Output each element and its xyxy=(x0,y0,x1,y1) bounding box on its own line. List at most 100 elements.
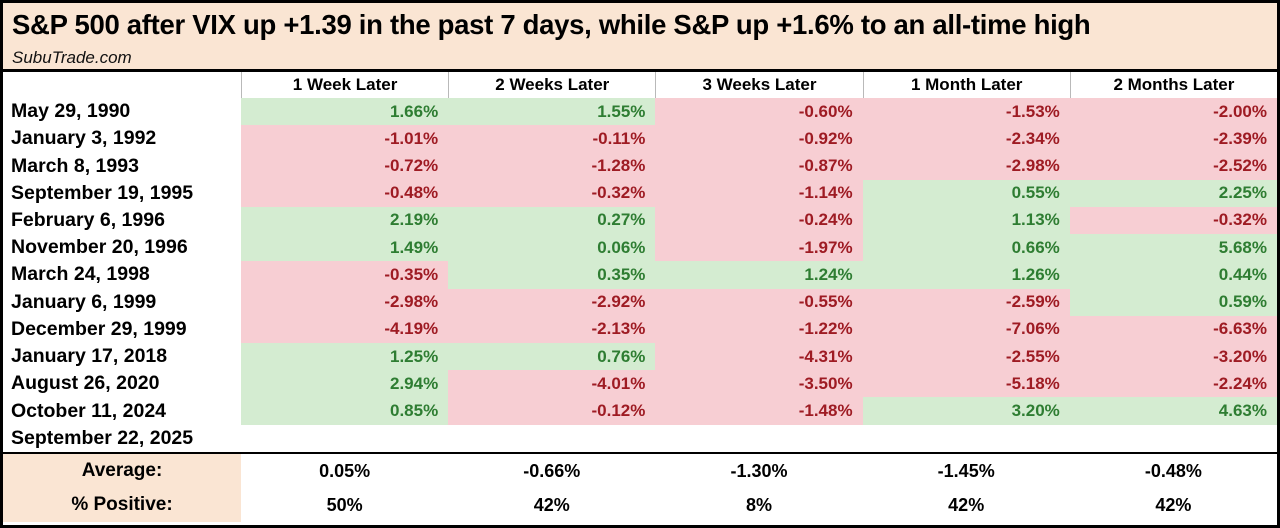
column-header-1-week: 1 Week Later xyxy=(241,72,448,98)
value-cell: 0.66% xyxy=(862,234,1070,262)
value-cell: 4.63% xyxy=(1069,397,1277,425)
value-cell: -0.24% xyxy=(655,206,863,235)
table-row: March 24, 1998 -0.35% 0.35% 1.24% 1.26% 0.44% xyxy=(3,261,1277,289)
value-cell: -2.13% xyxy=(448,315,656,343)
value-cell: -2.98% xyxy=(862,152,1070,180)
value-cell: 1.24% xyxy=(655,261,863,289)
value-cell: -5.18% xyxy=(862,370,1070,398)
row-date: November 20, 1996 xyxy=(11,236,188,259)
value-cell: 5.68% xyxy=(1069,234,1277,262)
table-row: September 22, 2025 xyxy=(3,424,1277,452)
value-cell: 1.13% xyxy=(862,206,1070,235)
value-cell: -2.98% xyxy=(241,288,449,316)
value-cell: -6.63% xyxy=(1069,315,1277,343)
value-cell: 1.26% xyxy=(862,261,1070,289)
row-date: March 24, 1998 xyxy=(11,263,150,286)
value-cell: -4.01% xyxy=(448,370,656,398)
value-cell: -0.87% xyxy=(655,152,863,180)
column-header-1-month: 1 Month Later xyxy=(862,72,1070,98)
value-cell: -2.55% xyxy=(862,342,1070,371)
value-cell: -0.48% xyxy=(241,179,449,207)
table-row: November 20, 1996 1.49% 0.06% -1.97% 0.66% 5.… xyxy=(3,234,1277,262)
value-cell: 2.19% xyxy=(241,206,449,235)
value-cell: 0.85% xyxy=(241,397,449,425)
value-cell: -0.92% xyxy=(655,125,863,153)
value-cell xyxy=(241,424,449,452)
value-cell: -1.28% xyxy=(448,152,656,180)
row-date: December 29, 1999 xyxy=(11,317,187,340)
table-row: December 29, 1999 -4.19% -2.13% -1.22% -7.06… xyxy=(3,315,1277,343)
value-cell: 3.20% xyxy=(862,397,1070,425)
value-cell: -2.24% xyxy=(1069,370,1277,398)
value-cell: -4.31% xyxy=(655,342,863,371)
value-cell: -2.39% xyxy=(1069,125,1277,153)
value-cell: -3.50% xyxy=(655,370,863,398)
value-cell: -1.14% xyxy=(655,179,863,207)
row-date: September 22, 2025 xyxy=(11,426,194,449)
row-date: May 29, 1990 xyxy=(11,100,131,123)
value-cell: 0.76% xyxy=(448,342,656,371)
value-cell xyxy=(655,424,863,452)
value-cell: 2.25% xyxy=(1069,179,1277,207)
value-cell: -2.59% xyxy=(862,288,1070,316)
column-headers: 1 Week Later 2 Weeks Later 3 Weeks Later… xyxy=(3,72,1277,98)
value-cell: -2.52% xyxy=(1069,152,1277,180)
value-cell: -1.22% xyxy=(655,315,863,343)
value-cell: -1.53% xyxy=(862,98,1070,126)
value-cell: -0.35% xyxy=(241,261,449,289)
table-row: January 6, 1999 -2.98% -2.92% -0.55% -2.59% 0… xyxy=(3,288,1277,316)
table-row: February 6, 1996 2.19% 0.27% -0.24% 1.13% -0.… xyxy=(3,206,1277,235)
value-cell: -1.01% xyxy=(241,125,449,153)
value-cell: -0.55% xyxy=(655,288,863,316)
value-cell: 1.25% xyxy=(241,342,449,371)
value-cell xyxy=(1069,424,1277,452)
summary-value: -0.66% xyxy=(523,460,581,481)
table-row: January 3, 1992 -1.01% -0.11% -0.92% -2.34% -… xyxy=(3,125,1277,153)
value-cell: 0.35% xyxy=(448,261,656,289)
row-date: January 17, 2018 xyxy=(11,345,168,368)
value-cell: 0.27% xyxy=(448,206,656,235)
table-row: August 26, 2020 2.94% -4.01% -3.50% -5.18% -2… xyxy=(3,370,1277,398)
value-cell: -0.11% xyxy=(448,125,656,153)
value-cell: -0.32% xyxy=(1069,206,1277,235)
value-cell: 1.55% xyxy=(448,98,656,126)
value-cell: -1.48% xyxy=(655,397,863,425)
table-row: September 19, 1995 -0.48% -0.32% -1.14% 0.55… xyxy=(3,179,1277,207)
value-cell: -2.92% xyxy=(448,288,656,316)
summary-value: 8% xyxy=(745,494,772,515)
value-cell: -0.60% xyxy=(655,98,863,126)
row-date: January 3, 1992 xyxy=(11,127,157,150)
row-date: March 8, 1993 xyxy=(11,154,139,177)
row-date: January 6, 1999 xyxy=(11,290,157,313)
value-cell: -0.72% xyxy=(241,152,449,180)
page-title: S&P 500 after VIX up +1.39 in the past 7… xyxy=(12,9,1091,40)
value-cell: -4.19% xyxy=(241,315,449,343)
summary-label: % Positive: xyxy=(3,488,241,522)
summary-value: -0.48% xyxy=(1144,460,1202,481)
summary-label: Average: xyxy=(3,454,241,488)
column-header-3-weeks: 3 Weeks Later xyxy=(655,72,862,98)
table-row: October 11, 2024 0.85% -0.12% -1.48% 3.20% 4.… xyxy=(3,397,1277,425)
table-row: March 8, 1993 -0.72% -1.28% -0.87% -2.98% -2.… xyxy=(3,152,1277,180)
row-date: October 11, 2024 xyxy=(11,399,167,422)
value-cell: 1.49% xyxy=(241,234,449,262)
value-cell: -0.12% xyxy=(448,397,656,425)
summary-value: 42% xyxy=(948,494,985,515)
value-cell: -2.00% xyxy=(1069,98,1277,126)
row-date: February 6, 1996 xyxy=(11,208,165,231)
value-cell: -0.32% xyxy=(448,179,656,207)
value-cell: -1.97% xyxy=(655,234,863,262)
value-cell: 0.44% xyxy=(1069,261,1277,289)
summary-row: % Positive: 50% 42% 8% 42% 42% xyxy=(3,488,1277,522)
title-block: S&P 500 after VIX up +1.39 in the past 7… xyxy=(3,3,1277,72)
data-rows: May 29, 1990 1.66% 1.55% -0.60% -1.53% -2.00%… xyxy=(3,98,1277,452)
summary-row: Average: 0.05% -0.66% -1.30% -1.45% -0.48% xyxy=(3,454,1277,488)
summary-value: 0.05% xyxy=(319,460,371,481)
summary-value: 42% xyxy=(533,494,570,515)
summary-value: 50% xyxy=(326,494,363,515)
value-cell xyxy=(862,424,1070,452)
value-cell: -3.20% xyxy=(1069,342,1277,371)
value-cell: -2.34% xyxy=(862,125,1070,153)
value-cell: -7.06% xyxy=(862,315,1070,343)
